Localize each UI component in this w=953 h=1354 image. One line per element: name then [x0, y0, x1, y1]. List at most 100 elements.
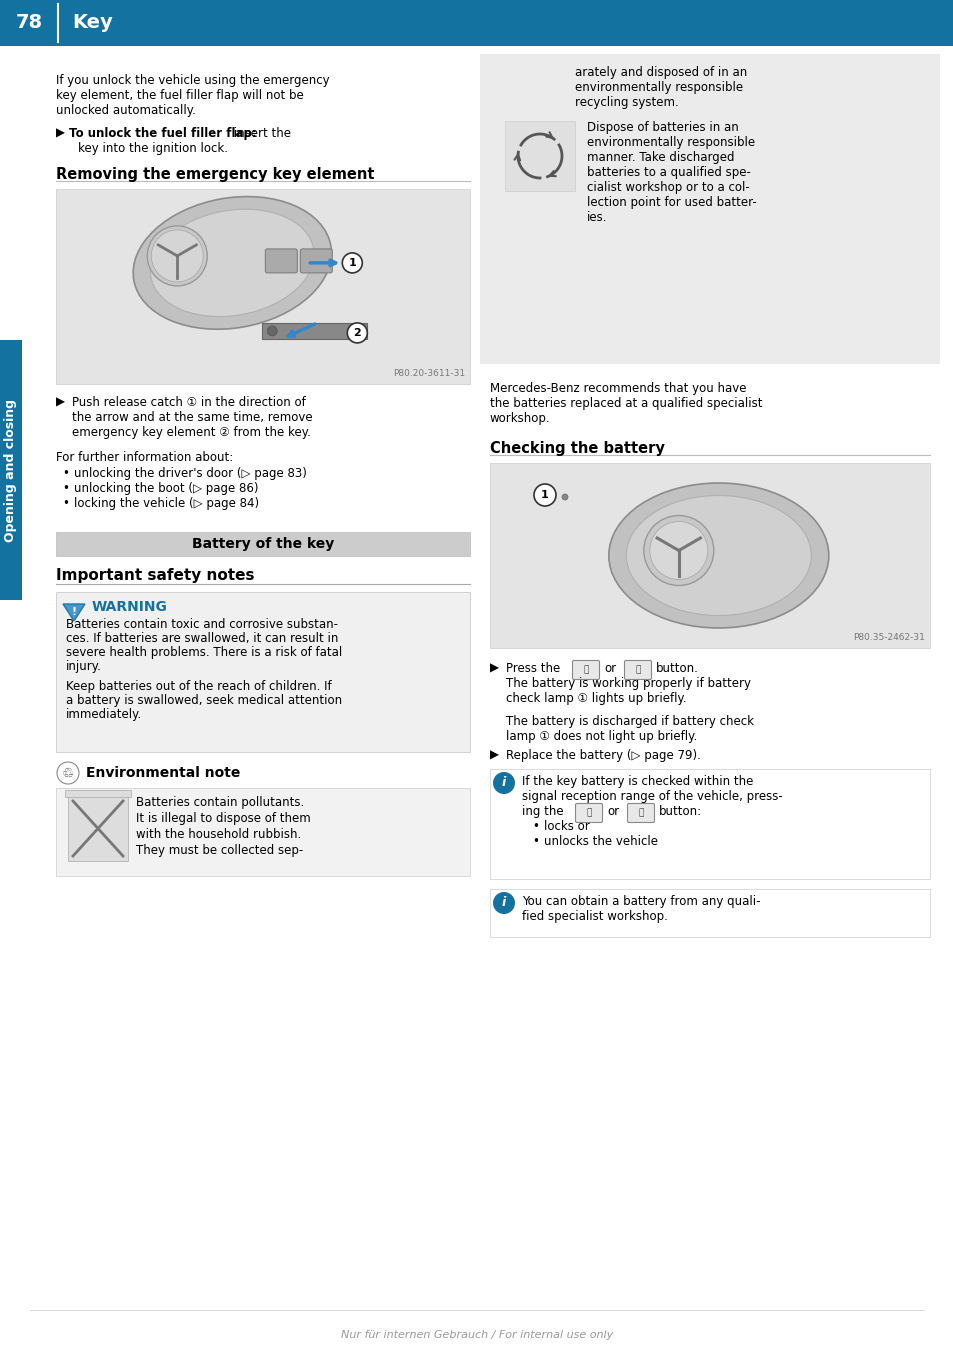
Circle shape: [649, 521, 707, 580]
Text: The battery is discharged if battery check: The battery is discharged if battery che…: [505, 715, 753, 728]
Bar: [68, 796, 128, 861]
Bar: [490, 463, 929, 649]
Circle shape: [342, 253, 362, 274]
Bar: [0, 0, 953, 46]
Text: •: •: [62, 482, 69, 496]
Text: Mercedes-Benz recommends that you have: Mercedes-Benz recommends that you have: [490, 382, 745, 395]
Text: the batteries replaced at a qualified specialist: the batteries replaced at a qualified sp…: [490, 397, 761, 410]
Text: Removing the emergency key element: Removing the emergency key element: [56, 167, 375, 181]
FancyBboxPatch shape: [627, 803, 654, 822]
Text: with the household rubbish.: with the household rubbish.: [136, 829, 301, 841]
Text: unlocking the driver's door (▷ page 83): unlocking the driver's door (▷ page 83): [74, 467, 307, 481]
Text: or: or: [606, 806, 618, 818]
Text: You can obtain a battery from any quali-: You can obtain a battery from any quali-: [521, 895, 760, 909]
Text: 2: 2: [353, 328, 361, 338]
Circle shape: [147, 226, 207, 286]
Ellipse shape: [151, 210, 314, 317]
Text: If the key battery is checked within the: If the key battery is checked within the: [521, 774, 753, 788]
Text: Important safety notes: Important safety notes: [56, 567, 254, 584]
Polygon shape: [63, 604, 85, 621]
Bar: [56, 532, 470, 556]
Text: locking the vehicle (▷ page 84): locking the vehicle (▷ page 84): [74, 497, 259, 510]
Text: button:: button:: [659, 806, 701, 818]
Text: ▶: ▶: [56, 127, 65, 139]
Text: ces. If batteries are swallowed, it can result in: ces. If batteries are swallowed, it can …: [66, 632, 338, 645]
Text: batteries to a qualified spe-: batteries to a qualified spe-: [586, 167, 750, 179]
Text: 🔓: 🔓: [638, 808, 643, 818]
Text: WARNING: WARNING: [91, 600, 168, 613]
Text: emergency key element ② from the key.: emergency key element ② from the key.: [71, 427, 311, 439]
Text: recycling system.: recycling system.: [575, 96, 678, 110]
Text: Battery of the key: Battery of the key: [192, 538, 334, 551]
Text: Checking the battery: Checking the battery: [490, 441, 664, 456]
Text: 🔒: 🔒: [582, 666, 588, 674]
Text: or: or: [603, 662, 616, 676]
Text: locks or: locks or: [543, 821, 589, 833]
Text: manner. Take discharged: manner. Take discharged: [586, 152, 734, 164]
FancyBboxPatch shape: [265, 249, 297, 274]
Text: The battery is working properly if battery: The battery is working properly if batte…: [505, 677, 750, 691]
FancyBboxPatch shape: [572, 661, 598, 680]
Text: insert the: insert the: [230, 127, 291, 139]
Text: lection point for used batter-: lection point for used batter-: [586, 196, 756, 209]
Text: injury.: injury.: [66, 659, 102, 673]
Text: Replace the battery (▷ page 79).: Replace the battery (▷ page 79).: [505, 749, 700, 762]
Text: severe health problems. There is a risk of fatal: severe health problems. There is a risk …: [66, 646, 342, 659]
Text: immediately.: immediately.: [66, 708, 142, 720]
Text: signal reception range of the vehicle, press-: signal reception range of the vehicle, p…: [521, 789, 781, 803]
Text: P80.20-3611-31: P80.20-3611-31: [393, 370, 464, 378]
Bar: [490, 769, 929, 879]
Text: Key: Key: [71, 14, 112, 32]
Text: i: i: [501, 896, 506, 910]
Circle shape: [561, 494, 567, 500]
Bar: [56, 190, 470, 385]
Ellipse shape: [608, 483, 828, 628]
Text: 1: 1: [348, 257, 355, 268]
Bar: [490, 890, 929, 937]
FancyBboxPatch shape: [300, 249, 332, 274]
Text: Opening and closing: Opening and closing: [5, 398, 17, 542]
Ellipse shape: [133, 196, 331, 329]
Text: ♲: ♲: [62, 766, 74, 780]
Text: workshop.: workshop.: [490, 412, 550, 425]
Text: For further information about:: For further information about:: [56, 451, 233, 464]
Text: the arrow and at the same time, remove: the arrow and at the same time, remove: [71, 412, 313, 424]
Bar: [56, 592, 470, 751]
Text: 78: 78: [15, 14, 43, 32]
Text: i: i: [501, 776, 506, 789]
Text: environmentally responsible: environmentally responsible: [586, 135, 755, 149]
Text: ing the: ing the: [521, 806, 563, 818]
Text: a battery is swallowed, seek medical attention: a battery is swallowed, seek medical att…: [66, 695, 342, 707]
Text: •: •: [532, 821, 538, 833]
Bar: [479, 54, 939, 364]
Text: They must be collected sep-: They must be collected sep-: [136, 844, 303, 857]
Text: 🔓: 🔓: [635, 666, 640, 674]
Text: •: •: [62, 467, 69, 481]
Text: button.: button.: [656, 662, 699, 676]
Text: fied specialist workshop.: fied specialist workshop.: [521, 910, 667, 923]
FancyBboxPatch shape: [575, 803, 602, 822]
Text: environmentally responsible: environmentally responsible: [575, 81, 742, 93]
Text: check lamp ① lights up briefly.: check lamp ① lights up briefly.: [505, 692, 686, 705]
Text: Nur für internen Gebrauch / For internal use only: Nur für internen Gebrauch / For internal…: [340, 1330, 613, 1340]
Text: •: •: [532, 835, 538, 848]
Text: ▶: ▶: [490, 749, 498, 762]
Circle shape: [347, 322, 367, 343]
FancyBboxPatch shape: [504, 121, 575, 191]
Text: Press the: Press the: [505, 662, 559, 676]
Text: 🔒: 🔒: [586, 808, 591, 818]
Text: Environmental note: Environmental note: [86, 766, 240, 780]
Text: To unlock the fuel filler flap:: To unlock the fuel filler flap:: [69, 127, 256, 139]
Circle shape: [57, 762, 79, 784]
Bar: [262, 322, 367, 338]
Circle shape: [493, 892, 515, 914]
Text: Batteries contain toxic and corrosive substan-: Batteries contain toxic and corrosive su…: [66, 617, 337, 631]
Text: !: !: [71, 607, 76, 617]
Bar: [65, 789, 131, 798]
Circle shape: [534, 483, 556, 506]
Circle shape: [643, 516, 713, 585]
Circle shape: [152, 230, 203, 282]
Text: unlocking the boot (▷ page 86): unlocking the boot (▷ page 86): [74, 482, 258, 496]
Text: Keep batteries out of the reach of children. If: Keep batteries out of the reach of child…: [66, 680, 332, 693]
Text: •: •: [62, 497, 69, 510]
